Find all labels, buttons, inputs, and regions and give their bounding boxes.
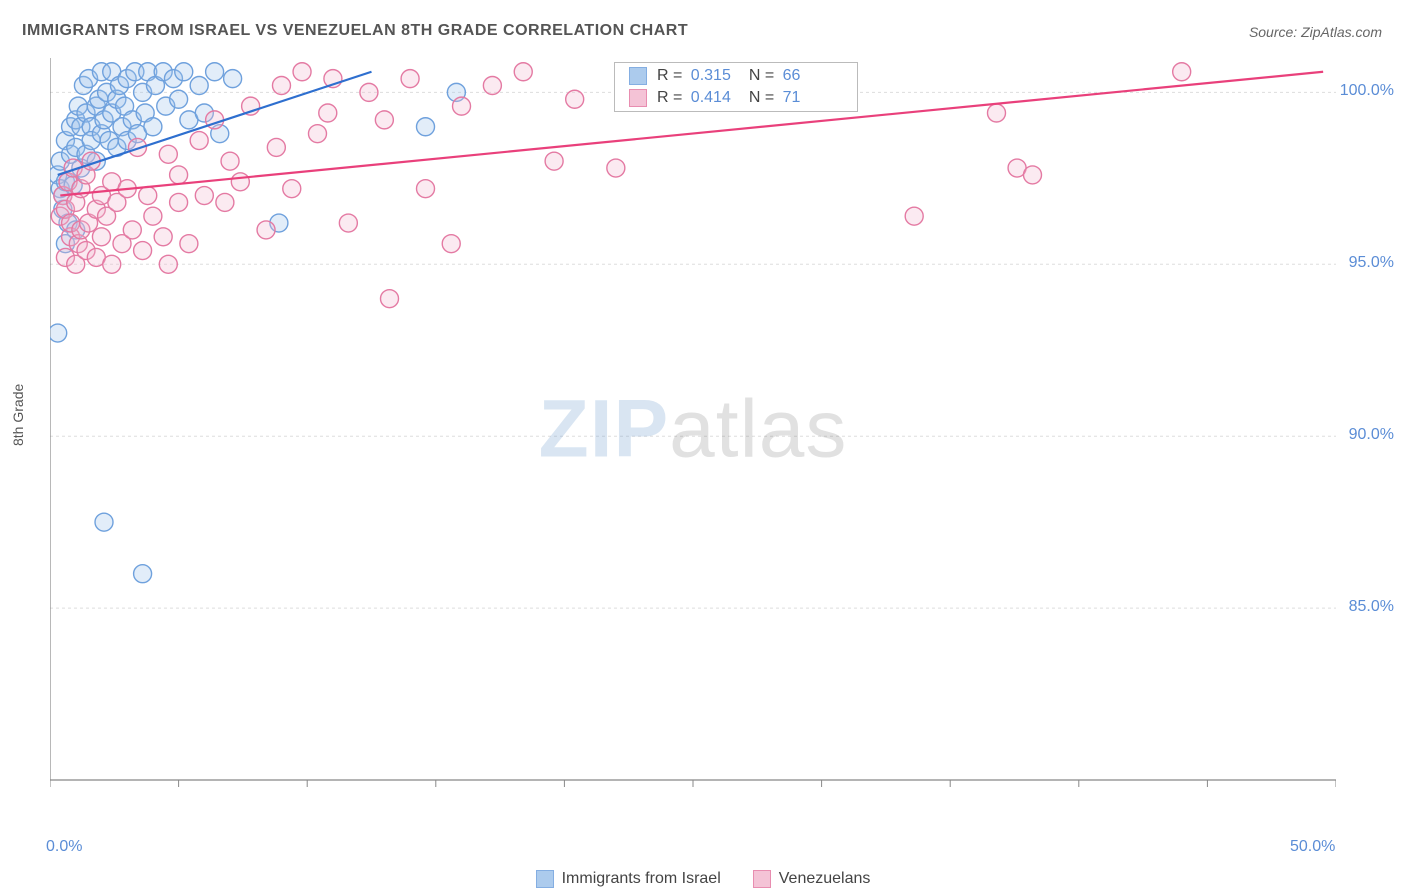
r-value: 0.315 [691,67,731,85]
x-tick-label: 0.0% [46,838,82,856]
legend-label: Immigrants from Israel [562,870,721,888]
chart-title: IMMIGRANTS FROM ISRAEL VS VENEZUELAN 8TH… [22,22,688,40]
r-value: 0.414 [691,89,731,107]
stats-row-israel: R = 0.315 N = 66 [615,65,857,87]
source-attribution: Source: ZipAtlas.com [1249,24,1382,40]
r-label: R = [657,89,687,107]
legend-item-venezuela: Venezuelans [753,870,871,888]
swatch-icon [753,870,771,888]
y-tick-label: 100.0% [1340,82,1394,100]
y-axis-label: 8th Grade [10,384,26,446]
y-tick-label: 95.0% [1349,254,1394,272]
stats-row-venezuela: R = 0.414 N = 71 [615,87,857,109]
swatch-icon [629,67,647,85]
y-tick-label: 85.0% [1349,598,1394,616]
n-label: N = [749,89,779,107]
chart-svg [50,58,1336,816]
legend-item-israel: Immigrants from Israel [536,870,721,888]
chart-container: IMMIGRANTS FROM ISRAEL VS VENEZUELAN 8TH… [0,0,1406,892]
n-label: N = [749,67,779,85]
swatch-icon [536,870,554,888]
x-tick-label: 50.0% [1290,838,1335,856]
y-tick-label: 90.0% [1349,426,1394,444]
n-value: 66 [783,67,801,85]
n-value: 71 [783,89,801,107]
legend-label: Venezuelans [779,870,871,888]
legend: Immigrants from Israel Venezuelans [0,870,1406,888]
r-label: R = [657,67,687,85]
plot-area: R = 0.315 N = 66 R = 0.414 N = 71 ZIPatl… [50,58,1336,816]
swatch-icon [629,89,647,107]
correlation-stats-box: R = 0.315 N = 66 R = 0.414 N = 71 [614,62,858,112]
